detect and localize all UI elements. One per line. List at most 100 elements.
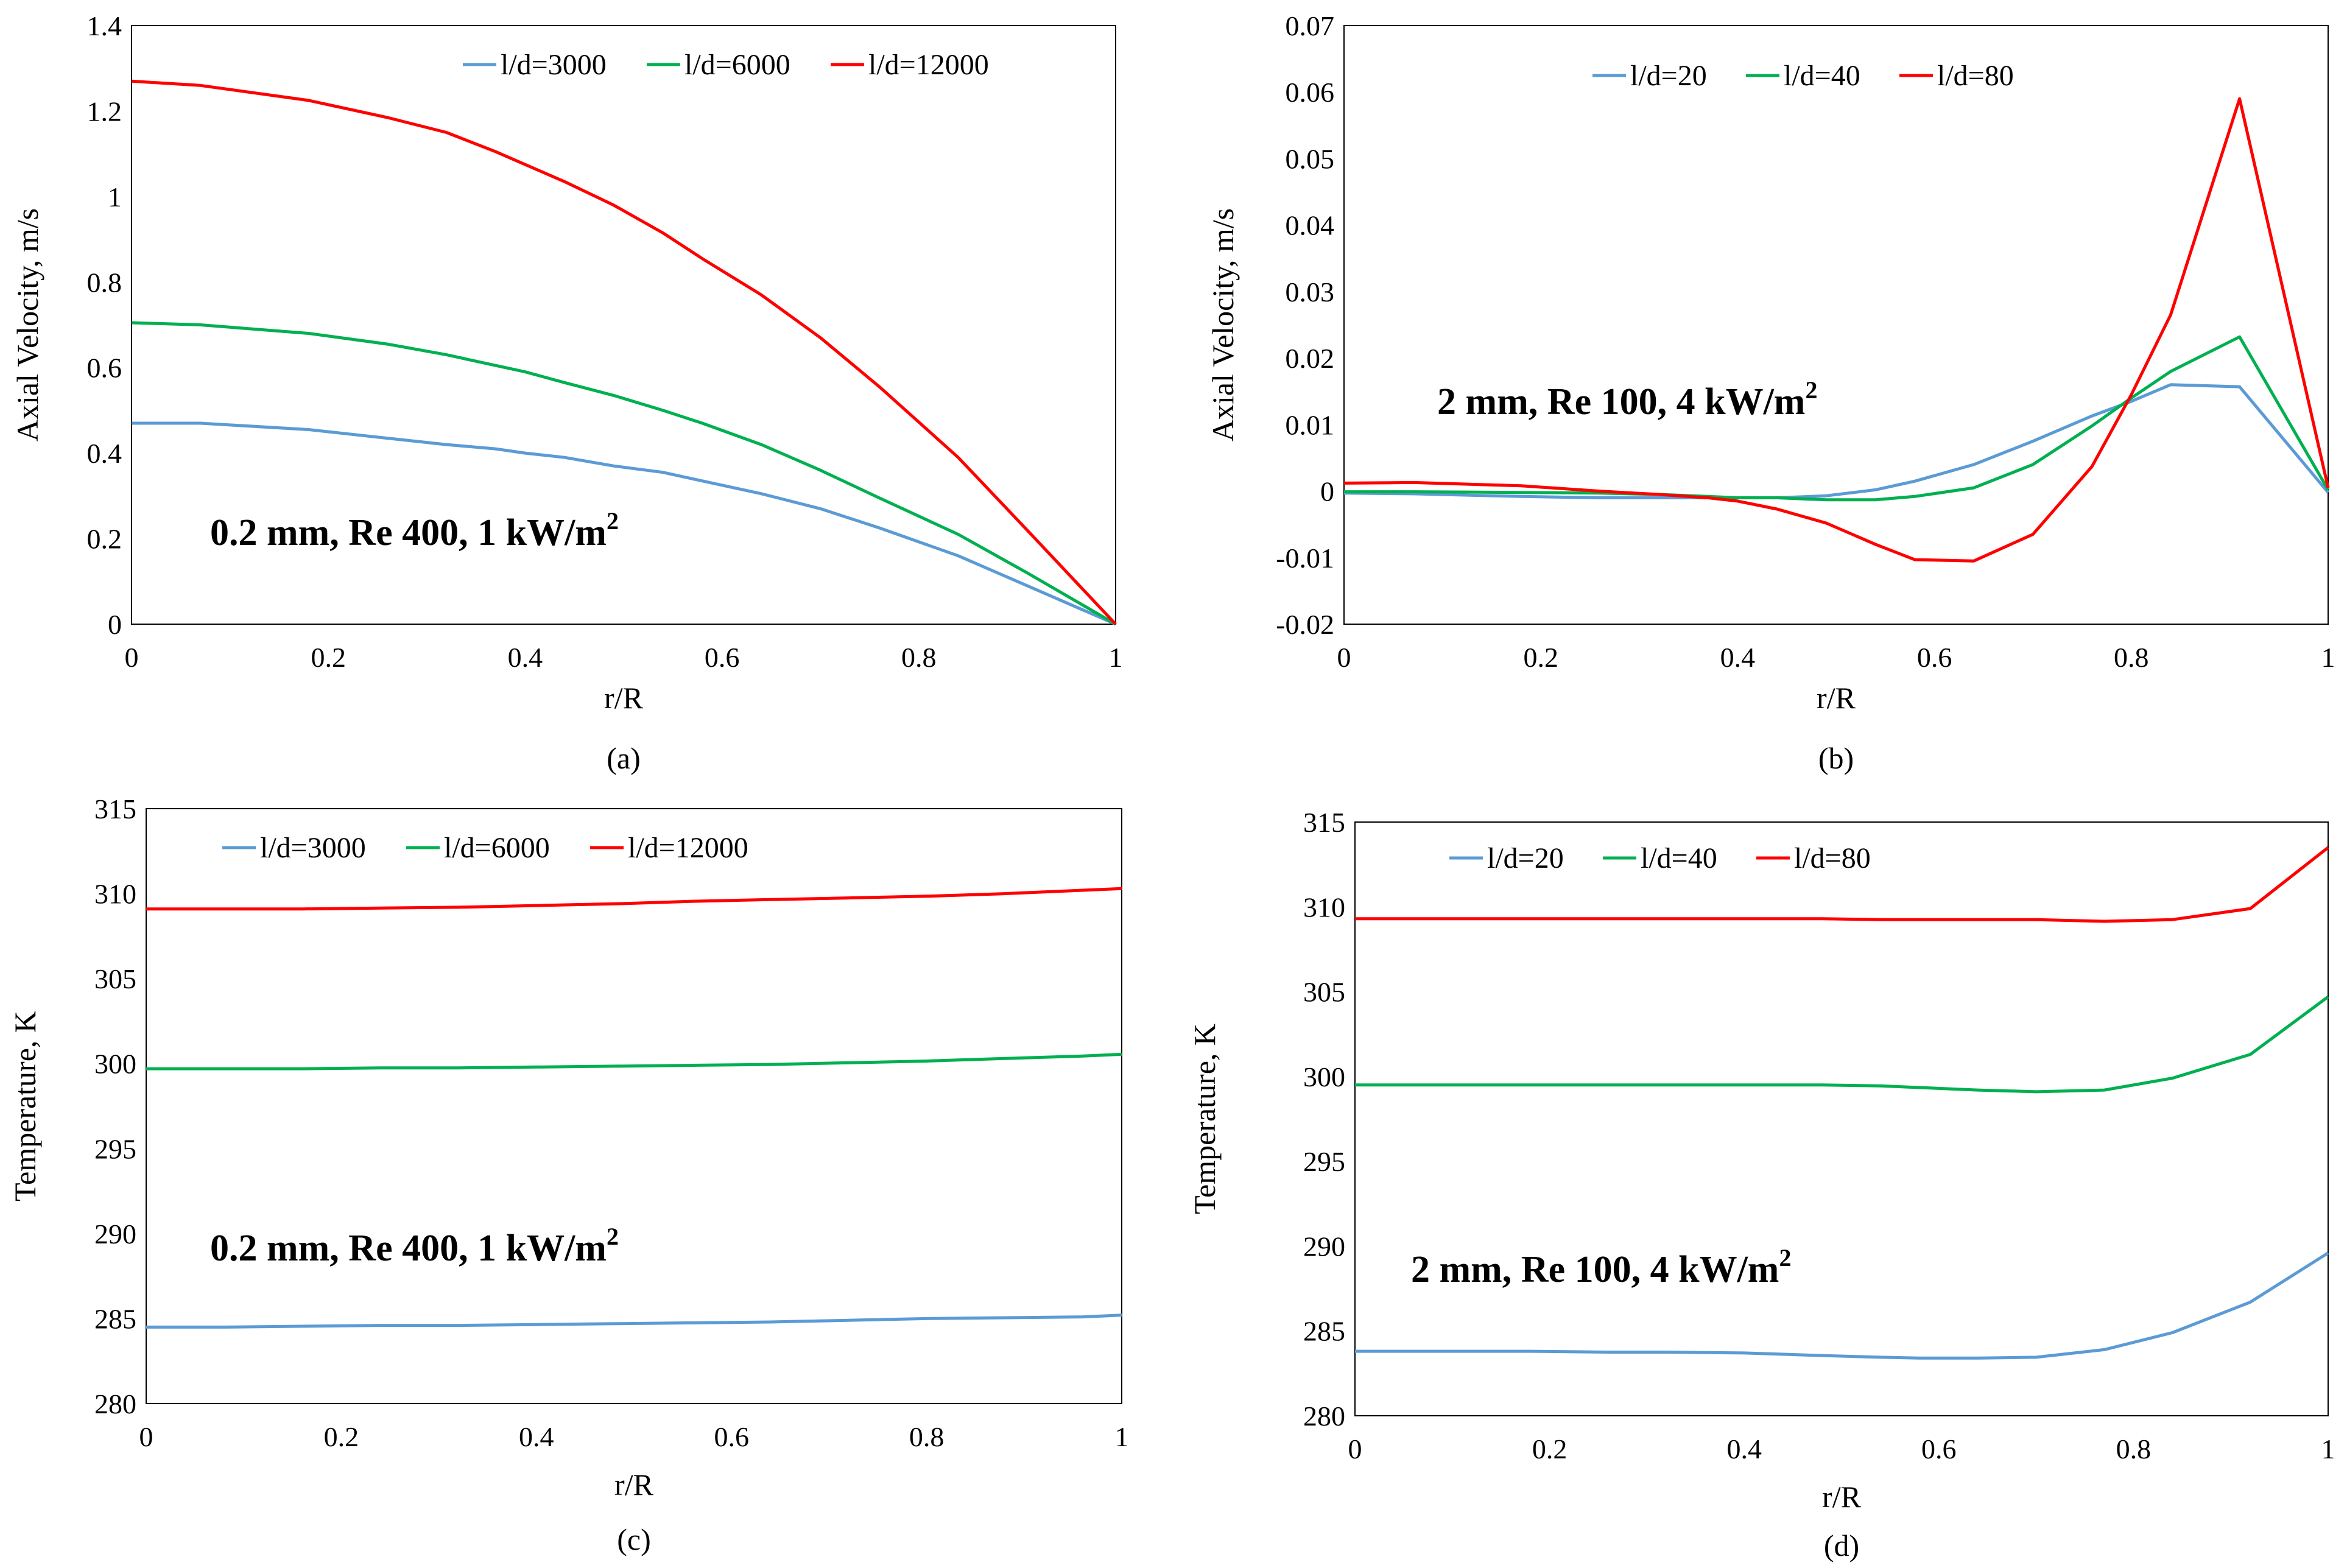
annotation-text: 2 mm, Re 100, 4 kW/m bbox=[1437, 381, 1805, 423]
series-line-l-d-20 bbox=[1343, 383, 2329, 499]
annotation: 0.2 mm, Re 400, 1 kW/m2 bbox=[210, 507, 619, 554]
annotation-text: 0.2 mm, Re 400, 1 kW/m bbox=[210, 1228, 607, 1269]
y-tick-label: 285 bbox=[1303, 1316, 1345, 1347]
annotation-superscript: 2 bbox=[607, 507, 619, 535]
y-axis-label: Temperature, K bbox=[1188, 1024, 1222, 1214]
legend-label: l/d=80 bbox=[1794, 842, 1871, 874]
y-tick-label: 1 bbox=[108, 181, 122, 213]
x-tick-label: 1 bbox=[1109, 642, 1123, 673]
x-tick-label: 0.8 bbox=[909, 1421, 945, 1452]
panel-label: (a) bbox=[607, 741, 641, 775]
y-tick-label: 290 bbox=[94, 1218, 136, 1250]
y-tick-label: 0.8 bbox=[87, 267, 122, 298]
y-tick-label: 0.07 bbox=[1286, 10, 1335, 41]
series-line-l-d-6000 bbox=[146, 1052, 1122, 1071]
y-axis-label: Temperature, K bbox=[8, 1011, 42, 1201]
x-axis-label: r/R bbox=[1817, 681, 1856, 715]
y-tick-label: 0 bbox=[1320, 476, 1334, 507]
x-tick-label: 0 bbox=[125, 642, 139, 673]
series-line-l-d-3000 bbox=[146, 1313, 1122, 1329]
y-tick-label: 0 bbox=[108, 609, 122, 640]
legend-label: l/d=40 bbox=[1784, 60, 1860, 92]
y-tick-label: 315 bbox=[1303, 807, 1345, 838]
legend-label: l/d=6000 bbox=[684, 49, 790, 81]
legend-label: l/d=12000 bbox=[868, 49, 989, 81]
legend-label: l/d=3000 bbox=[501, 49, 607, 81]
series-line-l-d-80 bbox=[1343, 97, 2330, 563]
x-tick-label: 0.6 bbox=[714, 1421, 749, 1452]
y-tick-label: -0.01 bbox=[1276, 543, 1334, 574]
series-line-l-d-40 bbox=[1355, 995, 2329, 1094]
series-line-l-d-3000 bbox=[132, 421, 1116, 626]
y-tick-label: 0.06 bbox=[1286, 77, 1335, 108]
y-tick-label: 285 bbox=[94, 1303, 136, 1334]
x-tick-label: 0.4 bbox=[508, 642, 543, 673]
series-line-l-d-6000 bbox=[131, 321, 1117, 626]
y-tick-label: -0.02 bbox=[1276, 609, 1334, 640]
x-axis-label: r/R bbox=[604, 681, 644, 715]
y-tick-label: 305 bbox=[1303, 977, 1345, 1008]
chart-c: 280 285 290 295 300 305 310 315 0 0.2 0.4 0.6 0.8 1 r/… bbox=[8, 793, 1129, 1556]
x-tick-label: 0.8 bbox=[2114, 642, 2149, 673]
x-tick-label: 0.2 bbox=[324, 1421, 359, 1452]
y-tick-label: 0.4 bbox=[87, 438, 122, 469]
y-tick-label: 0.6 bbox=[87, 353, 122, 384]
x-tick-label: 0.2 bbox=[1523, 642, 1558, 673]
x-tick-label: 0.4 bbox=[519, 1421, 554, 1452]
y-tick-label: 0.03 bbox=[1286, 276, 1335, 308]
y-tick-label: 0.01 bbox=[1286, 409, 1335, 440]
y-tick-label: 310 bbox=[94, 879, 136, 910]
series-line-l-d-80 bbox=[1355, 846, 2329, 923]
x-axis-label: r/R bbox=[1822, 1480, 1862, 1514]
x-tick-label: 0.6 bbox=[705, 642, 740, 673]
x-tick-label: 1 bbox=[2321, 642, 2335, 673]
y-tick-label: 0.04 bbox=[1286, 210, 1335, 241]
annotation-superscript: 2 bbox=[1805, 376, 1817, 404]
y-axis-label: Axial Velocity, m/s bbox=[1206, 208, 1240, 441]
x-tick-label: 0.8 bbox=[901, 642, 937, 673]
x-tick-label: 0.4 bbox=[1720, 642, 1756, 673]
chart-b: -0.02 -0.01 0 0.01 0.02 0.03 0.04 0.05 0.06 0.07 0… bbox=[1206, 10, 2335, 775]
y-tick-label: 300 bbox=[94, 1049, 136, 1080]
x-axis-label: r/R bbox=[614, 1468, 654, 1502]
annotation: 2 mm, Re 100, 4 kW/m2 bbox=[1411, 1244, 1791, 1290]
x-tick-label: 0 bbox=[1348, 1433, 1362, 1464]
legend-label: l/d=3000 bbox=[260, 832, 366, 864]
x-tick-label: 0.2 bbox=[1532, 1433, 1568, 1464]
chart-a: 0 0.2 0.4 0.6 0.8 1 1.2 1.4 0 0.2 0.4 0.6 0.8 1 r/R Axi… bbox=[10, 10, 1123, 775]
annotation-text: 0.2 mm, Re 400, 1 kW/m bbox=[210, 512, 607, 554]
x-tick-label: 0.8 bbox=[2116, 1433, 2152, 1464]
series-line-l-d-12000 bbox=[146, 887, 1122, 911]
series-line-l-d-20 bbox=[1355, 1251, 2329, 1360]
y-tick-label: 0.02 bbox=[1286, 343, 1335, 374]
y-tick-label: 280 bbox=[1303, 1401, 1345, 1432]
plot-area bbox=[1343, 25, 2329, 625]
panel-label: (d) bbox=[1824, 1528, 1859, 1563]
legend-label: l/d=12000 bbox=[628, 832, 748, 864]
y-tick-label: 305 bbox=[94, 963, 136, 994]
y-tick-label: 300 bbox=[1303, 1061, 1345, 1092]
x-tick-label: 0 bbox=[1337, 642, 1351, 673]
y-tick-label: 310 bbox=[1303, 891, 1345, 923]
annotation-superscript: 2 bbox=[1779, 1244, 1791, 1271]
x-tick-label: 1 bbox=[1115, 1421, 1129, 1452]
legend-label: l/d=40 bbox=[1641, 842, 1717, 874]
y-axis-label: Axial Velocity, m/s bbox=[10, 208, 44, 441]
y-tick-label: 0.2 bbox=[87, 524, 122, 555]
y-tick-label: 295 bbox=[94, 1133, 136, 1164]
x-tick-label: 1 bbox=[2321, 1433, 2335, 1464]
series-line-l-d-12000 bbox=[131, 79, 1117, 625]
annotation-superscript: 2 bbox=[607, 1223, 619, 1250]
chart-d: 280 285 290 295 300 305 310 315 0 0.2 0.4 0.6 0.8 1 r/… bbox=[1188, 807, 2335, 1563]
annotation-text: 2 mm, Re 100, 4 kW/m bbox=[1411, 1249, 1779, 1290]
y-tick-label: 295 bbox=[1303, 1146, 1345, 1177]
panel-label: (c) bbox=[617, 1522, 651, 1556]
y-tick-label: 0.05 bbox=[1286, 143, 1335, 174]
legend-label: l/d=6000 bbox=[444, 832, 550, 864]
x-tick-label: 0.6 bbox=[1917, 642, 1952, 673]
legend-label: l/d=20 bbox=[1630, 60, 1707, 92]
x-tick-label: 0 bbox=[139, 1421, 153, 1452]
plot-area bbox=[1354, 821, 2329, 1416]
y-tick-label: 1.4 bbox=[87, 10, 122, 41]
